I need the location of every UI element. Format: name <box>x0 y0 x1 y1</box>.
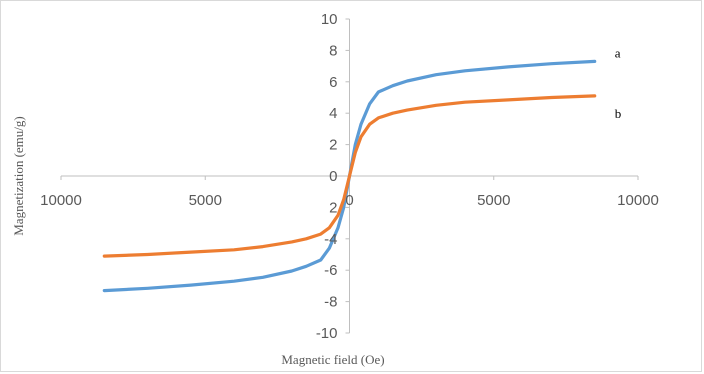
y-tick-label: -8 <box>324 294 337 311</box>
x-tick-label: 10000 <box>40 192 82 209</box>
y-tick-label: -4 <box>324 231 337 248</box>
y-tick-label: 0 <box>329 168 337 185</box>
y-axis-title: Magnetization (emu/g) <box>11 116 26 236</box>
x-tick-label: 0 <box>345 192 353 209</box>
y-tick-label: -6 <box>324 262 337 279</box>
series-b-line <box>102 94 597 258</box>
series-b-label: b <box>615 106 622 121</box>
x-tick-label: 5000 <box>189 192 222 209</box>
y-tick-label: 4 <box>329 105 337 122</box>
y-tick-label: 2 <box>329 137 337 154</box>
y-tick-label: -10 <box>316 325 338 342</box>
x-axis-title: Magnetic field (Oe) <box>281 352 384 367</box>
series-layer: ab <box>102 45 622 293</box>
x-tick-label: 10000 <box>617 192 659 209</box>
y-tick-label: 6 <box>329 74 337 91</box>
y-tick-label: 2 <box>329 199 337 216</box>
x-tick-label: 5000 <box>477 192 510 209</box>
series-a-label: a <box>615 45 621 60</box>
y-tick-label: 8 <box>329 42 337 59</box>
y-tick-label: 10 <box>321 11 338 28</box>
